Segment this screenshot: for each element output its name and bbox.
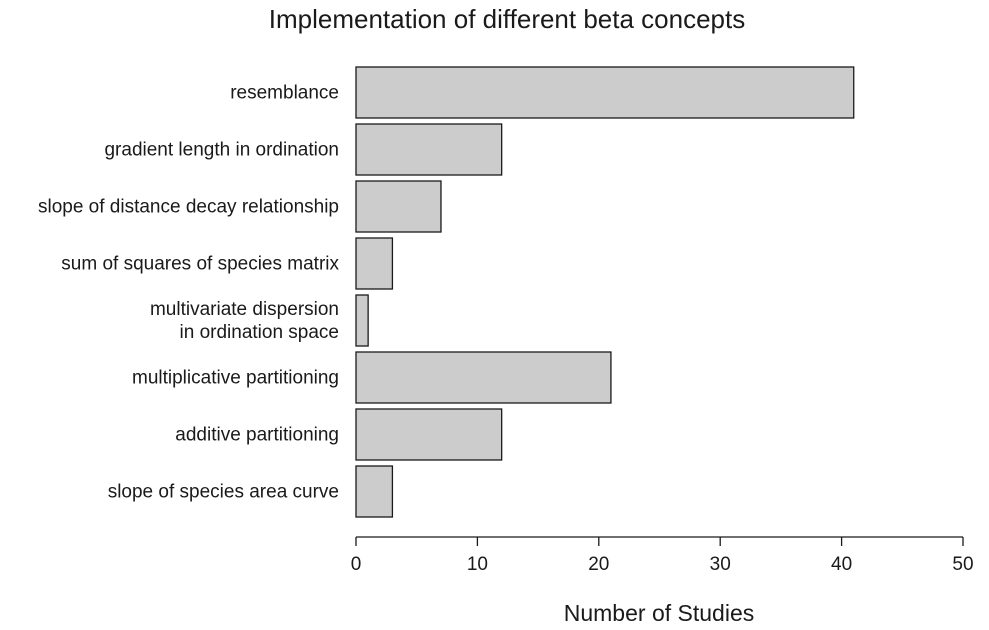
category-labels: resemblance gradient length in ordination… [38,83,340,503]
x-axis: 0 10 20 30 40 50 [351,536,974,575]
category-label-2: slope of distance decay relationship [38,197,339,218]
bar-4 [355,294,369,347]
x-tick-label-1: 10 [467,554,488,575]
bar-5 [355,351,612,404]
category-label-1: gradient length in ordination [104,140,339,161]
bar-0 [355,66,855,119]
bar-6 [355,408,503,461]
category-label-3: sum of squares of species matrix [61,254,339,275]
x-tick-label-2: 20 [588,554,609,575]
bar-3 [355,237,394,290]
bar-2 [355,180,442,233]
category-label-7: slope of species area curve [108,482,339,503]
category-label-5: multiplicative partitioning [132,368,339,389]
category-label-6: additive partitioning [175,425,339,446]
bar-7 [355,465,394,518]
category-label-4: multivariate dispersion in ordination spa… [150,299,339,343]
bars-group [355,66,855,518]
x-tick-label-5: 50 [952,554,973,575]
x-tick-label-0: 0 [351,554,362,575]
x-tick-label-3: 30 [710,554,731,575]
chart-title: Implementation of different beta concept… [269,4,745,34]
x-tick-label-4: 40 [831,554,852,575]
bar-1 [355,123,503,176]
category-label-0: resemblance [230,83,339,104]
x-axis-title: Number of Studies [564,600,754,625]
